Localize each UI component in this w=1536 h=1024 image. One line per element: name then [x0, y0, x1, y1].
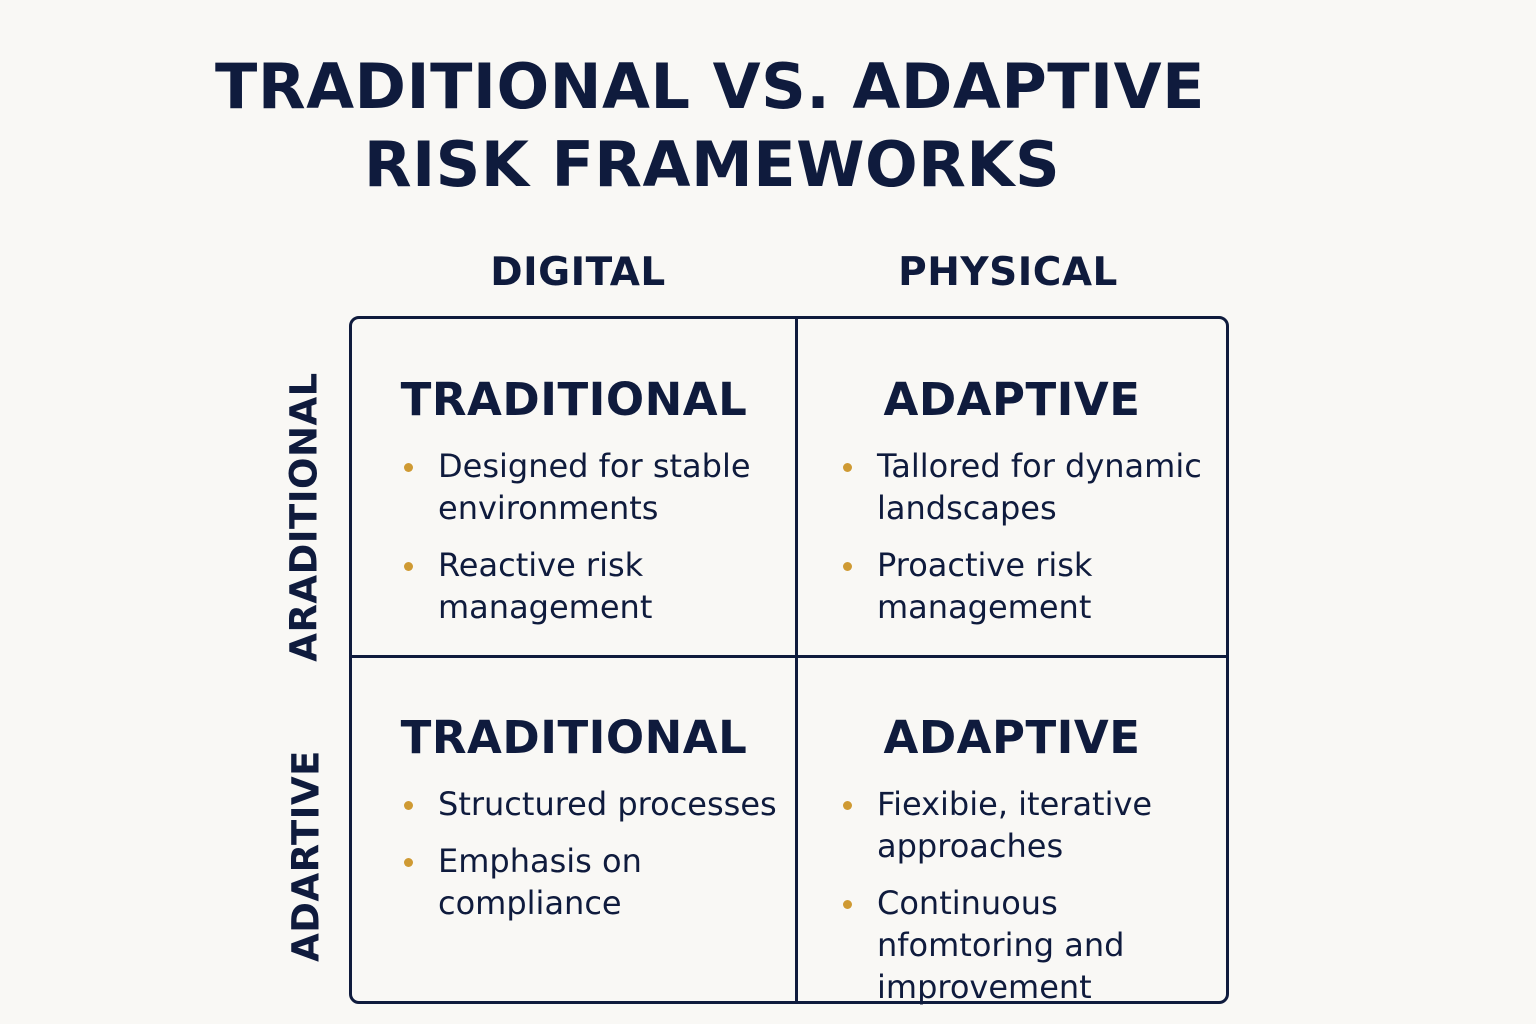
cell-title: ADAPTIVE: [883, 373, 1141, 426]
row-header-traditional: ARADITIONAL: [282, 372, 326, 662]
list-item: Reactive risk management: [404, 544, 788, 628]
bullet-list: Structured processes Emphasis on complia…: [404, 783, 788, 939]
bullet-list: Fiexibie, iterative approaches Continuou…: [843, 783, 1227, 1023]
list-item-text: Fiexibie, iterative approaches: [877, 785, 1153, 865]
column-header-digital: DIGITAL: [490, 250, 666, 295]
bullet-dot-icon: [404, 463, 413, 472]
list-item: Structured processes: [404, 783, 788, 825]
bullet-list: Designed for stable environments Reactiv…: [404, 445, 788, 643]
bullet-dot-icon: [843, 900, 852, 909]
list-item-text: Structured processes: [438, 785, 777, 823]
bullet-dot-icon: [843, 562, 852, 571]
list-item: Fiexibie, iterative approaches: [843, 783, 1227, 867]
list-item-text: Tallored for dynamic landscapes: [877, 447, 1202, 527]
page-title-line-1: TRADITIONAL VS. ADAPTIVE: [215, 50, 1205, 123]
column-header-physical: PHYSICAL: [898, 250, 1118, 295]
matrix-vertical-divider: [795, 319, 798, 1001]
list-item-text: Emphasis on compliance: [438, 842, 642, 922]
list-item: Tallored for dynamic landscapes: [843, 445, 1227, 529]
cell-title: TRADITIONAL: [400, 373, 748, 426]
list-item: Designed for stable environments: [404, 445, 788, 529]
list-item-text: Designed for stable environments: [438, 447, 751, 527]
bullet-dot-icon: [404, 801, 413, 810]
cell-title: TRADITIONAL: [400, 711, 748, 764]
bullet-dot-icon: [404, 562, 413, 571]
framework-matrix: [349, 316, 1229, 1004]
bullet-dot-icon: [404, 858, 413, 867]
list-item-text: Reactive risk management: [438, 546, 653, 626]
bullet-list: Tallored for dynamic landscapes Proactiv…: [843, 445, 1227, 643]
list-item-text: Proactive risk management: [877, 546, 1093, 626]
list-item-text: Continuous nfomtoring and improvement: [877, 884, 1125, 1006]
page-title-line-2: RISK FRAMEWORKS: [363, 128, 1061, 201]
list-item: Continuous nfomtoring and improvement: [843, 882, 1227, 1008]
list-item: Emphasis on compliance: [404, 840, 788, 924]
row-header-adaptive: ADARTIVE: [284, 750, 328, 962]
bullet-dot-icon: [843, 463, 852, 472]
matrix-horizontal-divider: [352, 655, 1226, 658]
bullet-dot-icon: [843, 801, 852, 810]
cell-title: ADAPTIVE: [883, 711, 1141, 764]
list-item: Proactive risk management: [843, 544, 1227, 628]
